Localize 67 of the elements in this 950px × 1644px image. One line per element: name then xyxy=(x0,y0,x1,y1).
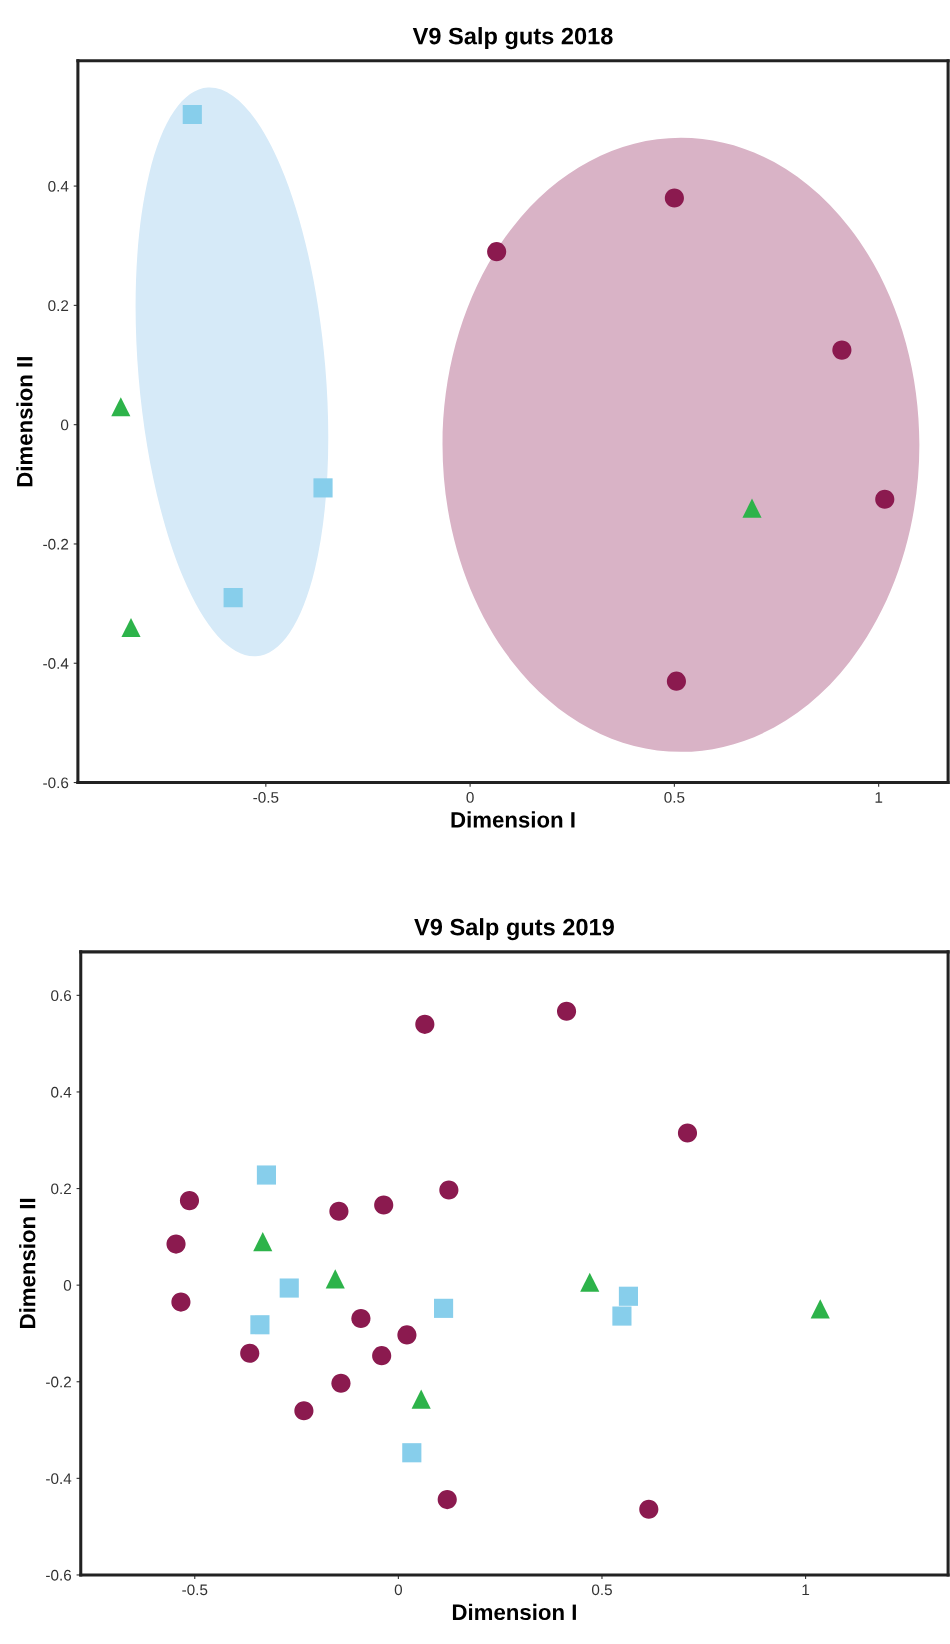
point xyxy=(256,1165,277,1185)
point xyxy=(664,188,684,208)
y-tick-label: 0.2 xyxy=(51,1183,71,1195)
x-tick-label: 0 xyxy=(394,1584,403,1596)
y-tick-label: 0 xyxy=(60,419,69,431)
point xyxy=(810,1299,830,1319)
point xyxy=(639,1499,659,1519)
point xyxy=(612,1306,632,1326)
y-tick-label: 0.4 xyxy=(51,1086,72,1098)
point xyxy=(325,1269,345,1289)
point xyxy=(437,1490,457,1510)
y-tick-label: 0 xyxy=(63,1280,72,1291)
point xyxy=(677,1123,698,1143)
point xyxy=(742,498,762,518)
point xyxy=(166,1234,186,1254)
point xyxy=(331,1373,351,1393)
x-tick-label: 1 xyxy=(802,1584,810,1596)
point xyxy=(666,671,686,691)
point xyxy=(313,478,333,498)
y-tick-label: -0.6 xyxy=(46,1569,72,1581)
point xyxy=(875,489,895,509)
point xyxy=(397,1325,417,1345)
x-tick-label: 0 xyxy=(466,791,474,803)
point xyxy=(372,1346,392,1366)
x-tick-label: -0.5 xyxy=(182,1584,208,1596)
point xyxy=(182,104,202,125)
point xyxy=(832,340,852,360)
point xyxy=(402,1443,422,1463)
point xyxy=(250,1315,270,1335)
point xyxy=(329,1201,349,1221)
y-tick-label: -0.6 xyxy=(43,777,69,789)
point xyxy=(279,1278,299,1298)
x-axis-title: Dimension I xyxy=(452,1603,576,1621)
point xyxy=(111,397,131,417)
x-tick-label: 0.5 xyxy=(664,791,685,803)
y-tick-label: -0.4 xyxy=(46,1473,72,1485)
y-tick-label: -0.4 xyxy=(43,658,69,669)
point xyxy=(415,1014,435,1034)
point xyxy=(580,1272,600,1292)
chart-title: V9 Salp guts 2019 xyxy=(414,918,614,941)
y-axis-title: Dimension II xyxy=(19,1198,36,1328)
point xyxy=(411,1389,431,1409)
point xyxy=(240,1343,260,1363)
point xyxy=(351,1308,371,1329)
x-tick-label: 1 xyxy=(875,792,883,803)
y-axis-title: Dimension II xyxy=(16,357,33,487)
point xyxy=(253,1232,273,1252)
y-tick-label: -0.2 xyxy=(43,538,69,550)
point xyxy=(439,1180,459,1200)
point xyxy=(223,588,243,608)
point xyxy=(294,1401,314,1421)
x-tick-label: 0.5 xyxy=(591,1584,612,1596)
y-tick-label: 0.6 xyxy=(51,990,72,1002)
point xyxy=(171,1292,191,1312)
point xyxy=(374,1195,394,1215)
y-tick-label: 0.4 xyxy=(48,180,69,192)
x-axis-title: Dimension I xyxy=(451,811,575,828)
point xyxy=(487,242,507,262)
y-tick-label: 0.2 xyxy=(48,300,69,312)
y-tick-label: -0.2 xyxy=(46,1376,71,1388)
chart-title: V9 Salp guts 2018 xyxy=(412,27,613,50)
point xyxy=(618,1286,639,1306)
point xyxy=(121,617,141,638)
point xyxy=(179,1191,200,1211)
x-tick-label: -0.5 xyxy=(253,791,279,803)
point xyxy=(556,1001,577,1021)
point xyxy=(434,1298,454,1318)
